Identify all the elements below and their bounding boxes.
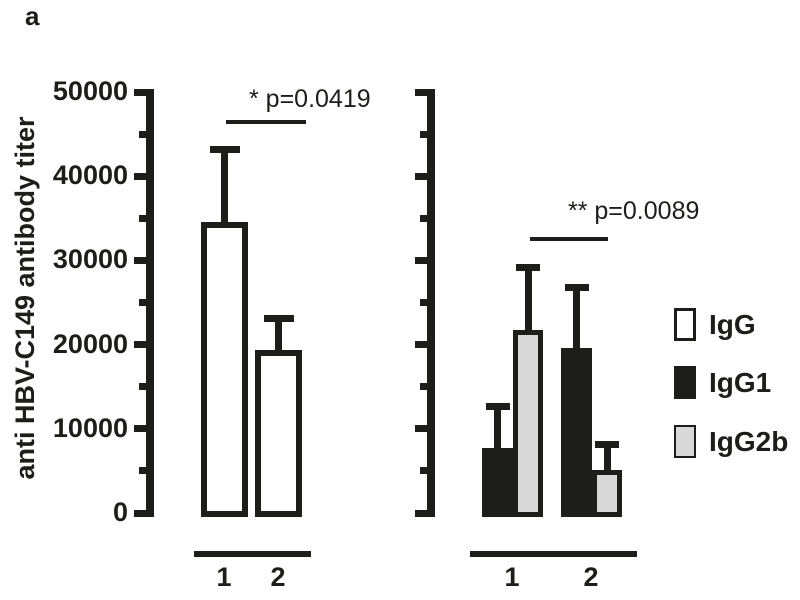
y-axis-minor-tick [139, 467, 154, 475]
y-axis-title: anti HBV-C149 antibody titer [10, 116, 40, 480]
error-bar-cap [263, 314, 294, 322]
panel-letter: a [25, 1, 40, 31]
legend-label: IgG2b [709, 425, 789, 457]
legend-item-igg2b: IgG2b [674, 425, 788, 458]
y-axis-minor-tick [139, 299, 154, 306]
error-bar-stem [573, 287, 580, 350]
y-tick-label: 40000 [52, 160, 128, 191]
bar-igg-group-1 [201, 221, 248, 517]
y-axis-major-tick [134, 509, 154, 517]
y-axis-minor-tick [139, 214, 154, 222]
group-underline [470, 551, 637, 557]
error-bar-cap [564, 283, 589, 291]
significance-label: * p=0.0419 [249, 85, 371, 113]
bar-igg1-group-2 [561, 347, 592, 517]
legend-item-igg1: IgG1 [674, 366, 771, 399]
bar-igg1-group-1 [482, 448, 513, 517]
legend-item-igg: IgG [674, 308, 756, 341]
y-axis-minor-tick [420, 383, 435, 391]
error-bar-stem [221, 149, 228, 224]
y-axis-major-tick [134, 256, 154, 264]
y-axis-major-tick [415, 425, 435, 433]
y-axis-minor-tick [420, 214, 435, 222]
error-bar-stem [524, 267, 532, 333]
y-axis-major-tick [415, 88, 435, 96]
y-tick-label: 50000 [52, 76, 128, 106]
y-tick-label: 0 [112, 497, 128, 527]
y-axis-major-tick [134, 88, 154, 96]
significance-line [226, 120, 306, 124]
error-bar-cap [209, 145, 240, 153]
y-axis-major-tick [134, 425, 154, 433]
error-bar-cap [595, 441, 619, 449]
significance-label: ** p=0.0089 [568, 197, 700, 225]
y-tick-label: 20000 [52, 328, 128, 359]
group-label: 1 [504, 562, 520, 592]
legend-label: IgG1 [709, 366, 772, 398]
y-axis-minor-tick [420, 130, 435, 138]
error-bar-stem [494, 406, 501, 451]
legend-swatch-igg1 [674, 366, 696, 399]
y-tick-label: 10000 [52, 412, 128, 443]
legend-swatch-igg2b [674, 425, 696, 458]
y-axis-minor-tick [139, 130, 154, 138]
error-bar-cap [516, 263, 540, 271]
y-axis-major-tick [415, 509, 435, 517]
bar-igg-group-2 [255, 349, 302, 517]
group-underline [194, 551, 311, 557]
group-label: 2 [270, 562, 286, 592]
y-axis-major-tick [134, 341, 154, 349]
y-axis-major-tick [415, 172, 435, 180]
error-bar-cap [485, 403, 510, 411]
y-axis-major-tick [134, 172, 154, 180]
error-bar-stem [603, 444, 611, 473]
bar-igg2b-group-2 [592, 470, 622, 517]
legend-swatch-igg [674, 308, 696, 341]
legend-label: IgG [709, 308, 756, 340]
significance-line [530, 237, 608, 241]
y-axis-minor-tick [139, 383, 154, 391]
y-axis-minor-tick [420, 299, 435, 306]
y-axis-minor-tick [420, 467, 435, 475]
error-bar-stem [275, 318, 282, 352]
bar-igg2b-group-1 [513, 330, 543, 517]
group-label: 1 [216, 562, 232, 592]
group-label: 2 [583, 562, 599, 592]
y-tick-label: 30000 [52, 244, 128, 275]
y-axis-major-tick [415, 256, 435, 264]
y-axis-major-tick [415, 341, 435, 349]
